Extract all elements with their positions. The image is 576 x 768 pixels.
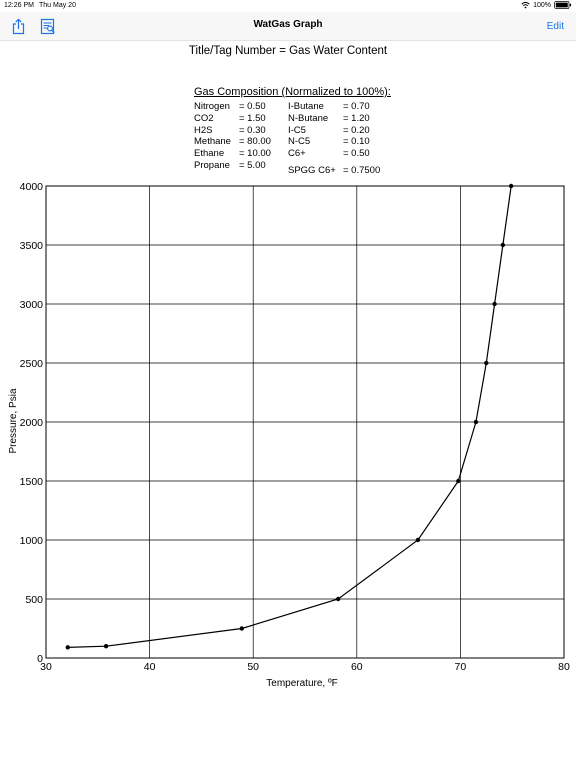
data-point: [103, 644, 109, 649]
composition-name: N-Butane: [288, 112, 329, 124]
x-tick-label: 60: [351, 661, 363, 673]
composition-value: = 0.20: [343, 124, 370, 136]
data-point: [456, 478, 461, 484]
y-tick-label: 2500: [20, 358, 44, 370]
share-button[interactable]: [10, 17, 26, 35]
composition-value: = 10.00: [239, 148, 271, 160]
wifi-icon: [521, 1, 530, 9]
report-button[interactable]: [39, 17, 57, 35]
composition-name: I-C5: [288, 124, 306, 136]
x-tick-label: 70: [455, 661, 467, 673]
composition-value: = 1.50: [239, 112, 266, 124]
composition-value: = 0.30: [239, 124, 266, 136]
y-axis-label: Pressure, Psia: [8, 388, 19, 453]
composition-value: = 0.7500: [343, 165, 381, 176]
composition-name: H2S: [194, 124, 213, 136]
plot-frame: [45, 185, 565, 659]
chart-series: [65, 183, 514, 650]
y-tick-label: 2000: [20, 417, 44, 429]
composition-name: C6+: [288, 148, 306, 160]
data-point: [484, 360, 489, 366]
composition-name: SPGG C6+: [288, 165, 336, 176]
composition-name: N-C5: [288, 136, 311, 148]
composition-name: Nitrogen: [194, 101, 230, 112]
data-point: [335, 596, 341, 602]
data-point: [492, 301, 497, 307]
y-tick-label: 3000: [20, 299, 44, 311]
navigation-bar: WatGas Graph Edit: [0, 12, 576, 41]
composition-value: = 5.00: [239, 160, 266, 171]
composition-value: = 0.50: [239, 101, 266, 112]
composition-name: I-Butane: [288, 101, 324, 112]
y-tick-label: 4000: [20, 181, 44, 193]
y-tick-label: 3500: [20, 240, 44, 252]
status-indicators: 100%: [521, 1, 572, 9]
x-tick-label: 50: [247, 661, 259, 673]
composition-name: Ethane: [194, 148, 225, 160]
data-point: [239, 626, 245, 631]
y-tick-label: 0: [37, 653, 43, 665]
data-point: [500, 242, 506, 248]
data-point: [415, 537, 421, 543]
y-tick-label: 1500: [20, 476, 44, 488]
composition-name: Methane: [194, 136, 231, 148]
composition-value: = 0.70: [343, 101, 370, 112]
composition-value: = 0.10: [343, 136, 370, 148]
data-point: [473, 419, 479, 425]
x-tick-label: 80: [558, 661, 570, 673]
y-tick-label: 1000: [20, 535, 44, 547]
x-axis-label: Temperature, ºF: [266, 678, 337, 689]
composition-value: = 0.50: [343, 148, 370, 160]
status-date: Thu May 20: [39, 2, 76, 9]
battery-icon: [554, 1, 572, 9]
x-tick-label: 40: [144, 661, 156, 673]
share-icon: [12, 17, 24, 34]
composition-heading: Gas Composition (Normalized to 100%):: [194, 86, 391, 98]
series-line: [67, 185, 512, 648]
chart-grid: [45, 185, 565, 659]
data-point: [65, 645, 70, 650]
edit-button[interactable]: Edit: [546, 20, 564, 32]
composition-value: = 80.00: [239, 136, 271, 148]
report-title-line: Title/Tag Number = Gas Water Content: [188, 45, 388, 57]
page-title: WatGas Graph: [253, 19, 323, 30]
x-tick-label: 30: [40, 661, 52, 673]
status-bar: 12:26 PM Thu May 20 100%: [0, 0, 576, 12]
data-point: [508, 183, 514, 189]
composition-name: Propane: [194, 160, 230, 171]
composition-value: = 1.20: [343, 112, 370, 124]
status-time: 12:26 PM: [4, 2, 34, 9]
y-tick-label: 500: [25, 594, 43, 606]
composition-name: CO2: [194, 112, 214, 124]
chart-axes: 30 40 50 60 70 80 0 500 1000 1500 2000 2500 3000 3500…: [20, 181, 570, 673]
battery-percent: 100%: [533, 1, 551, 9]
report-icon: [40, 18, 55, 34]
